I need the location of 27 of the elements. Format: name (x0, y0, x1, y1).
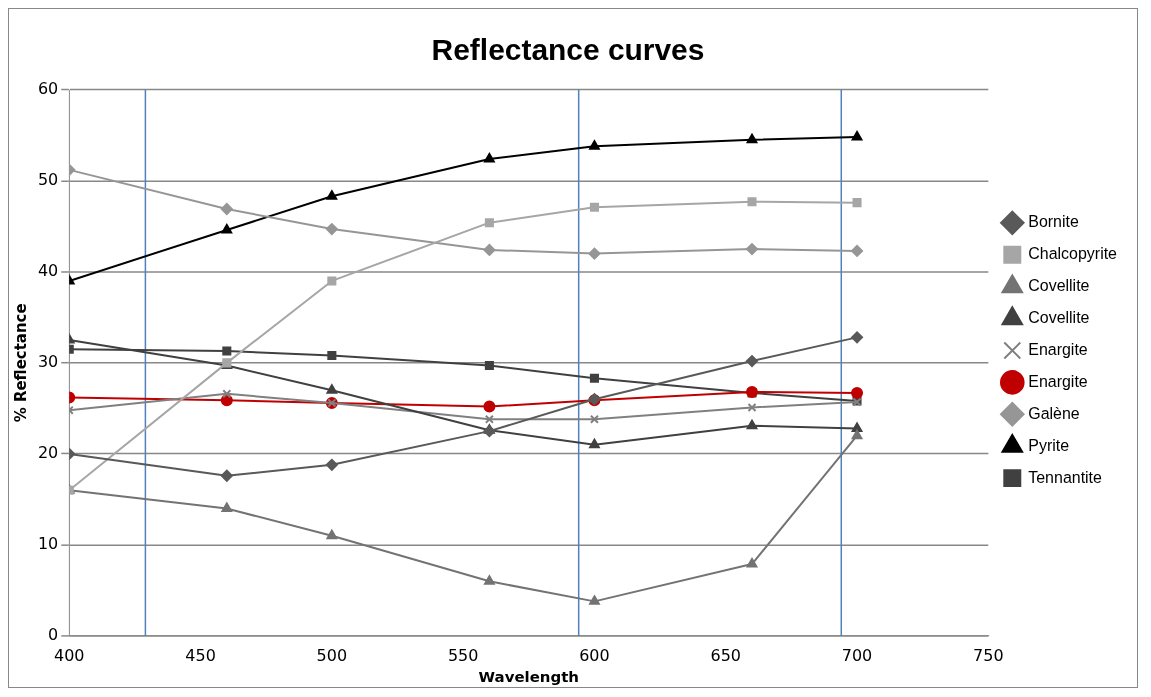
legend-label: Tennantite (1028, 468, 1103, 486)
legend-label: Chalcopyrite (1028, 245, 1118, 263)
chart-title: Reflectance curves (431, 33, 705, 67)
x-tick-label: 650 (710, 645, 741, 665)
legend-label: Bornite (1028, 213, 1079, 231)
y-tick-label: 10 (37, 534, 59, 554)
legend-label: Covellite (1028, 277, 1090, 295)
legend-label: Pyrite (1028, 436, 1070, 454)
y-tick-label: 40 (37, 260, 59, 280)
y-tick-label: 0 (48, 625, 59, 645)
x-tick-label: 750 (973, 645, 1004, 665)
y-tick-label: 30 (37, 352, 59, 371)
x-tick-label: 600 (579, 645, 610, 665)
legend-label: Enargite (1028, 340, 1088, 358)
legend-label: Galène (1028, 404, 1080, 422)
y-tick-label: 50 (37, 169, 59, 189)
y-tick-label: 60 (37, 78, 59, 98)
legend-label: Covellite (1028, 308, 1090, 326)
x-tick-label: 550 (447, 645, 479, 665)
x-tick-label: 700 (841, 645, 873, 665)
x-tick-label: 500 (316, 645, 348, 665)
x-tick-label: 450 (185, 645, 216, 665)
y-axis-title: % Reflectance (11, 303, 30, 423)
legend-label: Enargite (1028, 372, 1088, 390)
x-tick-label: 400 (54, 645, 85, 665)
x-axis-title: Wavelength (478, 667, 579, 686)
y-tick-label: 20 (37, 443, 59, 463)
